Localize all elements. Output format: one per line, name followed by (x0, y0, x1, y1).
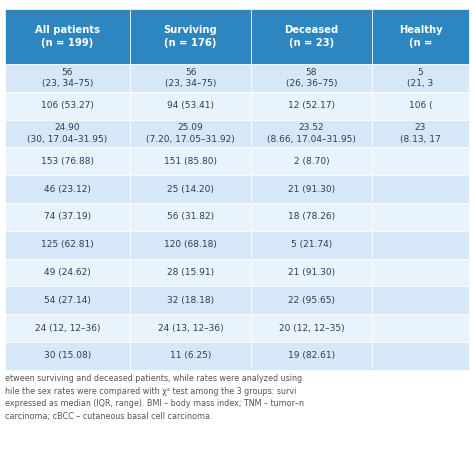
Bar (130, 203, 251, 231)
Bar (5, 314, 130, 342)
Text: 106 (53.27): 106 (53.27) (41, 101, 94, 110)
Bar (5, 286, 130, 314)
Bar (5, 9, 130, 64)
Bar (130, 286, 251, 314)
Bar (130, 342, 251, 370)
Bar (130, 119, 251, 147)
Text: 54 (27.14): 54 (27.14) (44, 296, 91, 305)
Bar (130, 9, 251, 64)
Text: 120 (68.18): 120 (68.18) (164, 240, 217, 249)
Text: 46 (23.12): 46 (23.12) (44, 184, 91, 193)
Text: 5 (21.74): 5 (21.74) (291, 240, 332, 249)
Text: 19 (82.61): 19 (82.61) (288, 351, 335, 360)
Text: 22 (95.65): 22 (95.65) (288, 296, 335, 305)
Bar (130, 175, 251, 203)
Bar (5, 175, 130, 203)
Text: 56
(23, 34–75): 56 (23, 34–75) (165, 68, 216, 88)
Bar (372, 147, 469, 175)
Bar (251, 231, 372, 258)
Text: 23.52
(8.66, 17.04–31.95): 23.52 (8.66, 17.04–31.95) (267, 123, 356, 144)
Text: 2 (8.70): 2 (8.70) (293, 157, 329, 166)
Text: 20 (12, 12–35): 20 (12, 12–35) (279, 324, 344, 333)
Bar (5, 64, 130, 92)
Bar (5, 147, 130, 175)
Text: 11 (6.25): 11 (6.25) (170, 351, 211, 360)
Bar (5, 231, 130, 258)
Text: All patients
(n = 199): All patients (n = 199) (35, 25, 100, 48)
Bar (251, 92, 372, 119)
Bar (251, 119, 372, 147)
Text: 25 (14.20): 25 (14.20) (167, 184, 214, 193)
Text: 125 (62.81): 125 (62.81) (41, 240, 94, 249)
Text: 21 (91.30): 21 (91.30) (288, 268, 335, 277)
Bar (251, 9, 372, 64)
Bar (372, 258, 469, 286)
Bar (372, 342, 469, 370)
Text: 25.09
(7.20, 17.05–31.92): 25.09 (7.20, 17.05–31.92) (146, 123, 235, 144)
Bar (5, 258, 130, 286)
Text: 32 (18.18): 32 (18.18) (167, 296, 214, 305)
Bar (372, 203, 469, 231)
Bar (251, 258, 372, 286)
Bar (251, 342, 372, 370)
Text: 24 (12, 12–36): 24 (12, 12–36) (35, 324, 100, 333)
Text: 49 (24.62): 49 (24.62) (44, 268, 91, 277)
Text: 28 (15.91): 28 (15.91) (167, 268, 214, 277)
Text: 23
(8.13, 17: 23 (8.13, 17 (400, 123, 441, 144)
Bar (372, 9, 469, 64)
Text: 5
(21, 3: 5 (21, 3 (407, 68, 434, 88)
Bar (251, 175, 372, 203)
Bar (130, 92, 251, 119)
Text: 153 (76.88): 153 (76.88) (41, 157, 94, 166)
Bar (372, 286, 469, 314)
Text: Deceased
(n = 23): Deceased (n = 23) (284, 25, 338, 48)
Text: 74 (37.19): 74 (37.19) (44, 212, 91, 221)
Text: etween surviving and deceased patients, while rates were analyzed using
hile the: etween surviving and deceased patients, … (5, 374, 304, 421)
Bar (5, 92, 130, 119)
Bar (5, 203, 130, 231)
Text: 94 (53.41): 94 (53.41) (167, 101, 214, 110)
Text: 12 (52.17): 12 (52.17) (288, 101, 335, 110)
Text: 24 (13, 12–36): 24 (13, 12–36) (158, 324, 223, 333)
Bar (5, 119, 130, 147)
Text: Healthy
(n =: Healthy (n = (399, 25, 442, 48)
Bar (130, 258, 251, 286)
Text: 56 (31.82): 56 (31.82) (167, 212, 214, 221)
Bar (130, 64, 251, 92)
Bar (251, 286, 372, 314)
Bar (251, 203, 372, 231)
Bar (372, 64, 469, 92)
Bar (372, 119, 469, 147)
Bar (372, 231, 469, 258)
Bar (372, 175, 469, 203)
Text: 24.90
(30, 17.04–31.95): 24.90 (30, 17.04–31.95) (27, 123, 108, 144)
Bar (130, 147, 251, 175)
Bar (251, 64, 372, 92)
Text: 58
(26, 36–75): 58 (26, 36–75) (285, 68, 337, 88)
Text: 106 (: 106 ( (409, 101, 432, 110)
Text: 30 (15.08): 30 (15.08) (44, 351, 91, 360)
Text: 18 (78.26): 18 (78.26) (288, 212, 335, 221)
Text: Surviving
(n = 176): Surviving (n = 176) (164, 25, 218, 48)
Bar (372, 314, 469, 342)
Bar (130, 231, 251, 258)
Text: 151 (85.80): 151 (85.80) (164, 157, 217, 166)
Bar (251, 147, 372, 175)
Bar (372, 92, 469, 119)
Bar (5, 342, 130, 370)
Text: 21 (91.30): 21 (91.30) (288, 184, 335, 193)
Bar (251, 314, 372, 342)
Bar (130, 314, 251, 342)
Text: 56
(23, 34–75): 56 (23, 34–75) (42, 68, 93, 88)
